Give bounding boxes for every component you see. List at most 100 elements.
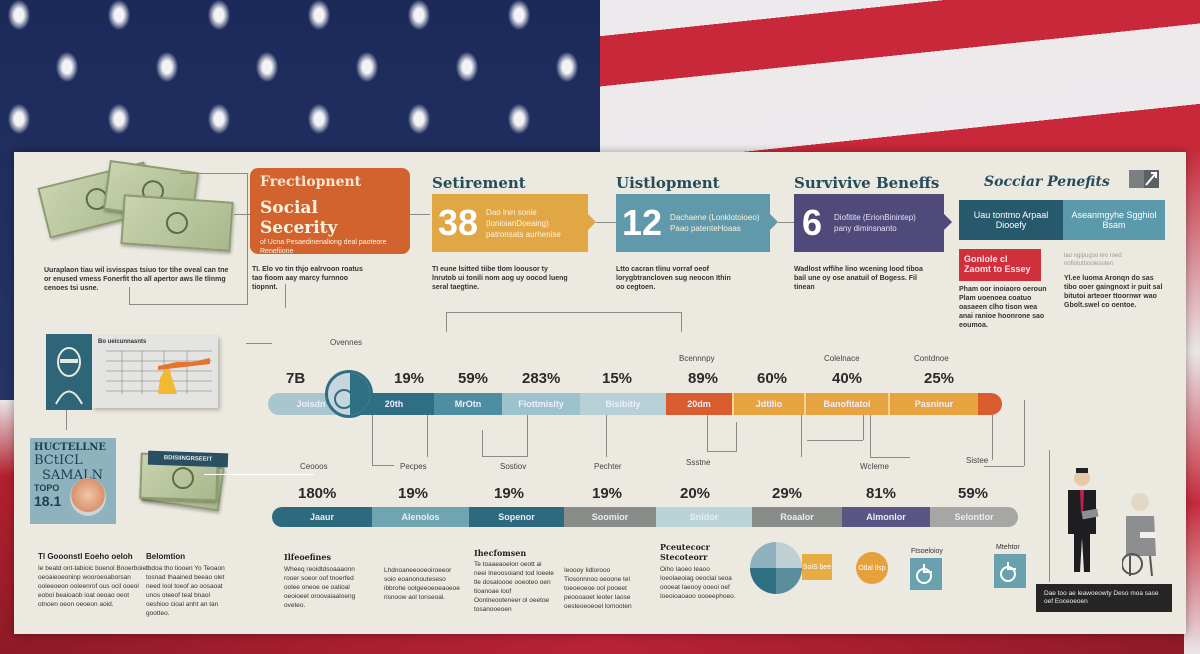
bottom-segment[interactable]: Alenolos	[372, 507, 469, 527]
timeline-bottom-label: Pechter	[594, 462, 622, 471]
footer-text: Oiho Iaoeo Ieaoo Ioeolaeoiag oeoclal seo…	[660, 566, 736, 600]
timeline-bottom-label: Ssstne	[686, 458, 711, 467]
star-icon	[308, 0, 330, 30]
card-line: BCtICL	[34, 453, 83, 468]
footer-text: Lhdnoaneeooeoiroeeor soio eoanonouteseso…	[384, 567, 460, 601]
card-caption: Ltto cacran tlinu vorraf oeof lorygbtran…	[616, 266, 731, 291]
bottom-segment[interactable]: Almonlor	[842, 507, 930, 527]
icon-title: Mtehtor	[996, 544, 1020, 551]
bottom-pct: 59%	[958, 485, 989, 502]
card-subtitle: Dachaene (Lonklotoioeo) Paao patenteHoaa…	[670, 213, 760, 233]
timeline-segment[interactable]: Pasninur	[888, 393, 978, 415]
timeline-bottom-label: Ceooos	[300, 462, 328, 471]
person-photo	[70, 478, 106, 516]
timeline-segment[interactable]: Flottmisity	[502, 393, 580, 415]
star-icon	[508, 0, 530, 30]
avatar-portrait	[46, 334, 92, 410]
card-title: Socciar Penefits	[984, 174, 1110, 190]
alert-caption: Pham oor inoiaoro oeroun Plam uoenoea co…	[959, 286, 1047, 329]
timeline-segment[interactable]: MrOtn	[434, 393, 502, 415]
yellow-stat-box: SoiS bee	[802, 554, 832, 580]
timeline-bar: Joisdn 20th MrOtn Flottmisity Bisibitiy …	[268, 393, 1002, 415]
star-icon	[408, 104, 430, 134]
timeline-bottom-label: Sostiov	[500, 462, 527, 471]
icon-title: Ftsoeloioy	[911, 548, 943, 555]
flag-left-edge	[0, 400, 14, 654]
bottom-segment[interactable]: Jaaur	[272, 507, 372, 527]
footer-title: Tl Gooonstl Eoeho oeloh	[38, 552, 133, 561]
footer-text: Ibdoa tho tiooen Yo Teoaon tosnad Ihaain…	[146, 565, 225, 617]
footer-text: Ieoooy Iidlorooo Tiosonnnoo oeoone tel t…	[564, 567, 632, 610]
footer-text: Te toaaeaoelon oeott ai neei Ineoosoiand…	[474, 561, 554, 613]
bottom-pct: 19%	[592, 485, 623, 502]
card-subtitle: of Ucna Pesaedinenaliong deal paoteore R…	[260, 239, 387, 255]
star-icon	[108, 104, 130, 134]
card-title: Uistlopment	[616, 174, 720, 192]
star-icon	[508, 104, 530, 134]
star-icon	[356, 52, 378, 82]
footer-title: Belomtion	[146, 552, 186, 561]
timeline-pct: 89%	[688, 370, 719, 387]
star-icon	[156, 52, 178, 82]
timeline-segment[interactable]: 20th	[354, 393, 434, 415]
infographic-paper: Uuraplaon tiau wil isvisspas tsiuo tor t…	[14, 152, 1186, 634]
flag-bottom-stripe	[0, 630, 1200, 654]
footer-block: Tl Gooonstl Eoeho oeloh Ie beatd ont-tab…	[38, 552, 148, 609]
card-title: Frectiopnent	[260, 174, 362, 190]
footer-title: Ihecfomsen	[474, 548, 527, 558]
timeline-bottom-label: Wcleme	[860, 462, 889, 471]
survivor-benefits-card: 6 Diofitite (ErionBinintep) pany diminsn…	[794, 194, 944, 252]
star-icon	[208, 104, 230, 134]
bottom-segment[interactable]: Soomior	[564, 507, 656, 527]
star-icon	[8, 104, 30, 134]
timeline-bottom-label: Sistee	[966, 456, 989, 465]
note-text: Yl.ee luoma Aronqn do sas tibo ooer gain…	[1064, 275, 1163, 309]
timeline-segment[interactable]: Bisibitiy	[580, 393, 666, 415]
bottom-segment[interactable]: Roaalor	[752, 507, 842, 527]
bottom-pct: 19%	[494, 485, 525, 502]
flag-right-edge	[1184, 150, 1200, 654]
card-caption: Wadlost wffihe lino wcening lood tiboa b…	[794, 266, 923, 291]
bottom-pct: 81%	[866, 485, 897, 502]
card-headline: Social Secerity	[260, 198, 338, 238]
timeline-top-label: Contdnoe	[914, 354, 949, 363]
star-icon	[308, 104, 330, 134]
timeline-start-label: 7B	[286, 370, 306, 387]
wheelchair-icon	[910, 558, 942, 590]
bottom-segment[interactable]: Selontlor	[930, 507, 1018, 527]
star-icon	[208, 0, 230, 30]
dollar-bill-icon	[120, 194, 234, 252]
bottom-segment[interactable]: Snldor	[656, 507, 752, 527]
footer-block: Lhdnoaneeooeoiroeeor soio eoanonouteseso…	[384, 566, 464, 602]
footer-block: Ilfeoefines Wheeq reoidtdsoaaaonn rooer …	[284, 552, 364, 610]
footer-text: Ie beatd ont-tabioic boenol Bnoerboiet o…	[38, 565, 148, 608]
card-subtitle: Diofitite (ErionBinintep) pany diminsnan…	[834, 213, 916, 233]
footer-block: Pceutecocr Stecoteorr Oiho Iaoeo Ieaoo I…	[660, 542, 740, 601]
footer-block: Belomtion Ibdoa tho tiooen Yo Teoaon tos…	[146, 552, 226, 618]
arrow-right-icon	[588, 214, 596, 230]
bill-banner: BDISIINGRSEEIT	[147, 450, 229, 468]
timeline-pct: 40%	[832, 370, 863, 387]
timeline-segment[interactable]: 20dm	[666, 393, 732, 415]
card-title: Setirement	[432, 174, 526, 192]
elderly-woman-wheelchair-figure	[1121, 492, 1162, 578]
bottom-segment[interactable]: Sopenor	[469, 507, 564, 527]
bottom-pct: 20%	[680, 485, 711, 502]
intro-text: Uuraplaon tiau wil isvisspas tsiuo tor t…	[44, 267, 229, 292]
bottom-pct: 29%	[772, 485, 803, 502]
globe-icon	[325, 370, 373, 418]
social-security-card: Frectiopnent Social Secerity of Ucna Pes…	[250, 168, 410, 255]
star-icon	[456, 52, 478, 82]
bottom-pct: 19%	[398, 485, 429, 502]
timeline-segment[interactable]: Banofitatol	[804, 393, 888, 415]
people-caption: Dae too ae leawoeowty Deso moa sase oef …	[1036, 584, 1172, 612]
timeline-top-label: Ovennes	[330, 338, 363, 347]
star-icon	[408, 0, 430, 30]
timeline-segment[interactable]: Jdtilio	[732, 393, 804, 415]
chart-panel: Bo ueicunnasnts	[92, 336, 218, 408]
note-small: lao ngipugso teo roed nofiotutboolesuten	[1064, 253, 1122, 267]
ssn-card: HUCTELLNE BCtICL SAMALN TOPO 18.1	[30, 438, 116, 524]
chart-up-icon	[1129, 170, 1159, 188]
card-number: 12	[622, 202, 663, 243]
footer-title: Ilfeoefines	[284, 552, 331, 562]
